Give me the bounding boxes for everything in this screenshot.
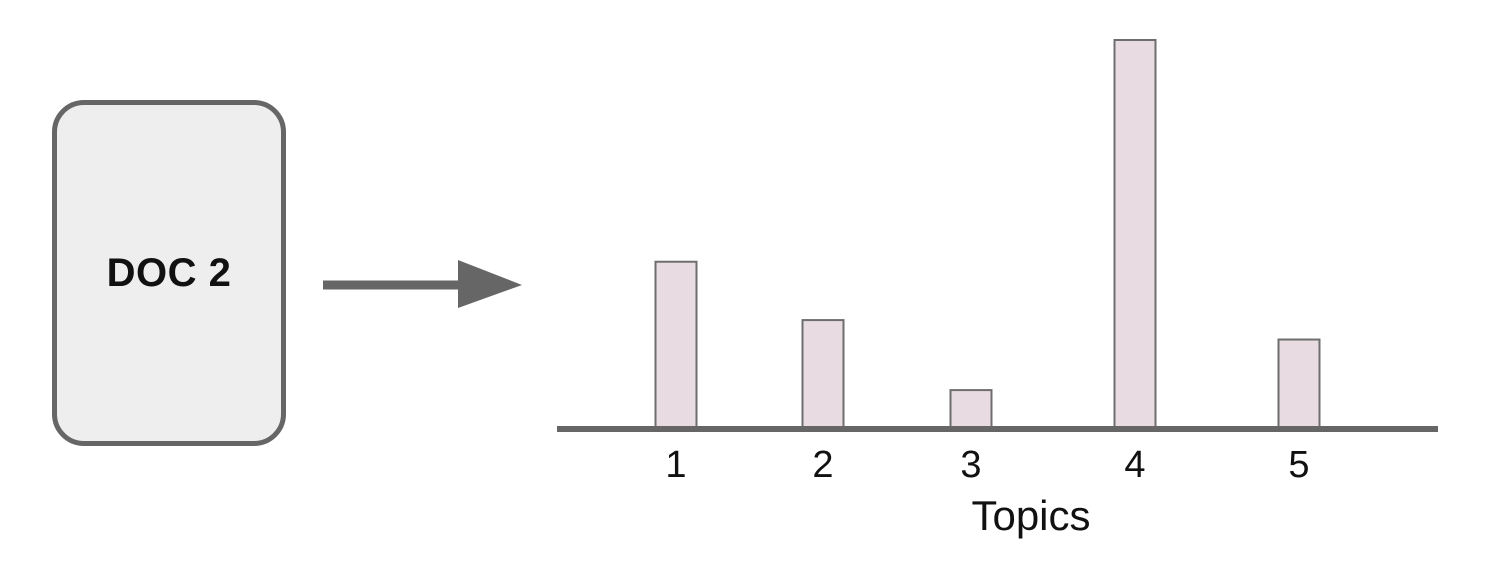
x-tick-label: 5	[1288, 444, 1309, 486]
bar-topic-3	[949, 389, 993, 431]
bar-series	[654, 39, 1321, 431]
arrow-head	[458, 260, 522, 308]
x-tick-label: 4	[1124, 444, 1145, 486]
bar-topic-4	[1113, 39, 1157, 430]
document-card: DOC 2	[52, 100, 286, 446]
x-tick-label: 2	[812, 444, 833, 486]
document-label: DOC 2	[106, 250, 232, 295]
bar-topic-1	[654, 260, 698, 431]
x-axis-title: Topics	[971, 492, 1090, 539]
x-tick-label: 1	[665, 444, 686, 486]
x-tick-labels: 1 2 3 4 5	[665, 444, 1309, 486]
bar-topic-5	[1277, 338, 1321, 430]
flow-arrow	[323, 260, 522, 308]
bar-topic-2	[801, 319, 845, 430]
x-tick-label: 3	[960, 444, 981, 486]
